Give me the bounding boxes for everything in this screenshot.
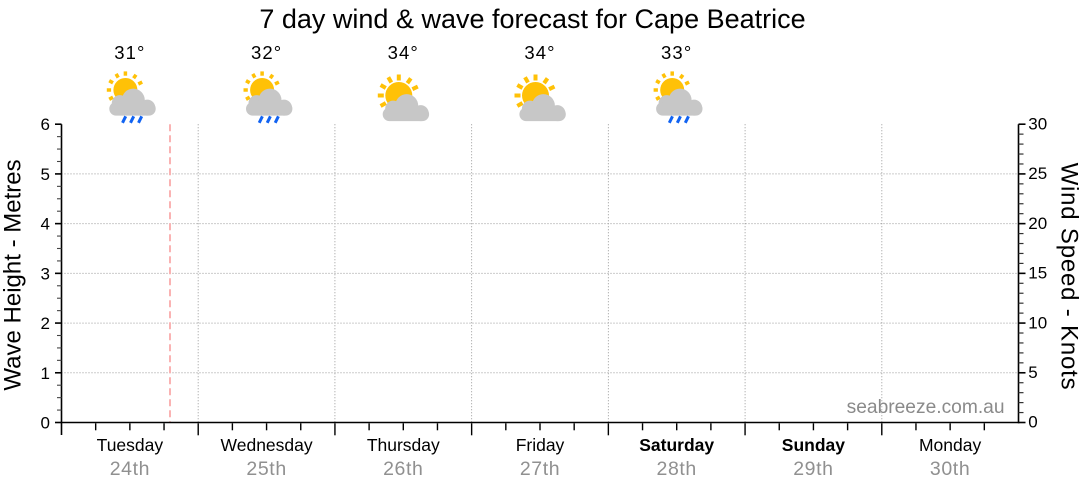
svg-text:Friday: Friday — [516, 435, 565, 455]
svg-text:33°: 33° — [661, 42, 692, 63]
svg-text:26th: 26th — [383, 458, 423, 480]
svg-text:34°: 34° — [388, 42, 419, 63]
svg-text:Wave Height - Metres: Wave Height - Metres — [0, 159, 26, 390]
svg-text:27th: 27th — [520, 458, 560, 480]
svg-text:30th: 30th — [930, 458, 970, 480]
svg-text:Monday: Monday — [919, 435, 982, 455]
svg-text:Wind Speed - Knots: Wind Speed - Knots — [1056, 163, 1080, 391]
svg-text:3: 3 — [41, 264, 50, 283]
svg-text:5: 5 — [1028, 363, 1037, 382]
svg-text:2: 2 — [41, 314, 50, 333]
svg-text:Tuesday: Tuesday — [97, 435, 164, 455]
svg-text:Wednesday: Wednesday — [221, 435, 313, 455]
svg-text:28th: 28th — [657, 458, 697, 480]
svg-text:25th: 25th — [246, 458, 286, 480]
svg-text:Saturday: Saturday — [639, 435, 714, 455]
svg-text:25: 25 — [1028, 164, 1047, 183]
svg-text:6: 6 — [41, 115, 50, 134]
svg-text:1: 1 — [41, 364, 50, 383]
svg-text:29th: 29th — [793, 458, 833, 480]
svg-text:0: 0 — [41, 414, 50, 433]
svg-text:seabreeze.com.au: seabreeze.com.au — [847, 397, 1005, 418]
svg-text:20: 20 — [1028, 214, 1047, 233]
svg-text:0: 0 — [1028, 413, 1037, 432]
svg-text:30: 30 — [1028, 114, 1047, 133]
svg-text:10: 10 — [1028, 313, 1047, 332]
svg-text:5: 5 — [41, 165, 50, 184]
svg-text:31°: 31° — [114, 42, 145, 63]
svg-text:24th: 24th — [110, 458, 150, 480]
svg-text:7 day wind & wave forecast for: 7 day wind & wave forecast for Cape Beat… — [259, 4, 805, 34]
svg-text:4: 4 — [41, 215, 50, 234]
svg-text:Thursday: Thursday — [367, 435, 440, 455]
svg-text:Sunday: Sunday — [782, 435, 845, 455]
svg-text:32°: 32° — [251, 42, 282, 63]
svg-text:15: 15 — [1028, 264, 1047, 283]
svg-text:34°: 34° — [524, 42, 555, 63]
